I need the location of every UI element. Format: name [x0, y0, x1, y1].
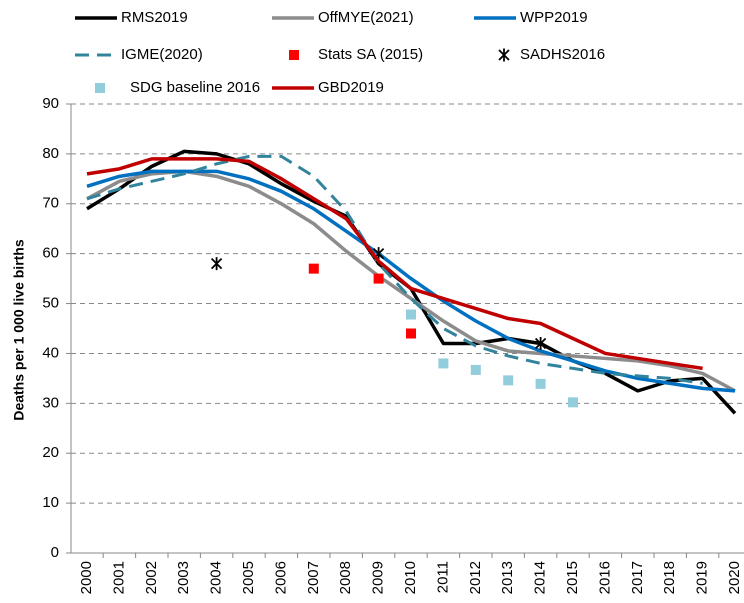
- point: [470, 364, 481, 375]
- star-marker: [210, 257, 223, 271]
- series-line: [86, 149, 737, 415]
- point: [503, 375, 514, 386]
- legend-label: GBD2019: [318, 79, 384, 96]
- point: [535, 378, 546, 389]
- x-tick-label: 2006: [272, 561, 289, 594]
- y-tick-label: 0: [51, 544, 59, 561]
- legend-item: SADHS2016: [498, 46, 605, 63]
- legend-label: SADHS2016: [520, 46, 605, 63]
- legend-label: IGME(2020): [121, 46, 203, 63]
- x-tick-label: 2001: [110, 561, 127, 594]
- x-tick-label: 2009: [370, 561, 387, 594]
- legend-label: RMS2019: [121, 9, 188, 26]
- star-marker: [498, 48, 510, 62]
- y-tick-label: 60: [42, 245, 59, 262]
- legend-label: OffMYE(2021): [318, 9, 414, 26]
- legend-swatch: [95, 83, 105, 93]
- point: [373, 273, 384, 284]
- legend-item: GBD2019: [272, 79, 384, 96]
- x-tick-label: 2017: [629, 561, 646, 594]
- legend-item: WPP2019: [474, 9, 588, 26]
- x-tick-label: 2015: [564, 561, 581, 594]
- x-tick-label: 2004: [208, 561, 225, 594]
- x-tick-label: 2011: [434, 561, 451, 593]
- x-tick-label: 2002: [143, 561, 160, 594]
- y-tick-label: 70: [42, 195, 59, 212]
- y-tick-label: 50: [42, 295, 59, 312]
- point: [438, 358, 449, 369]
- x-tick-label: 2013: [499, 561, 516, 594]
- star-marker: [534, 336, 547, 350]
- legend-item: SDG baseline 2016: [95, 79, 260, 96]
- legend-item: IGME(2020): [75, 46, 203, 63]
- point: [308, 263, 319, 274]
- x-tick-label: 2020: [726, 561, 743, 594]
- legend-label: WPP2019: [520, 9, 588, 26]
- y-tick-label: 20: [42, 444, 59, 461]
- y-tick-label: 40: [42, 344, 59, 361]
- y-tick-label: 80: [42, 145, 59, 162]
- y-tick-label: 90: [42, 95, 59, 112]
- x-tick-label: 2010: [402, 561, 419, 594]
- x-tick-label: 2018: [661, 561, 678, 594]
- y-tick-label: 30: [42, 394, 59, 411]
- legend-item: RMS2019: [75, 9, 188, 26]
- x-tick-label: 2016: [596, 561, 613, 594]
- series-line: [86, 157, 703, 371]
- x-tick-label: 2007: [305, 561, 322, 594]
- point: [406, 328, 416, 339]
- y-tick-label: 10: [42, 494, 59, 511]
- legend-item: Stats SA (2015): [289, 46, 423, 63]
- legend-swatch: [289, 50, 299, 60]
- point: [568, 397, 578, 408]
- x-tick-label: 2019: [694, 561, 711, 594]
- legend-label: SDG baseline 2016: [130, 79, 260, 96]
- x-tick-label: 2000: [78, 561, 95, 594]
- x-tick-label: 2008: [337, 561, 354, 594]
- x-tick-label: 2005: [240, 561, 257, 594]
- legend-item: OffMYE(2021): [272, 9, 414, 26]
- x-tick-label: 2014: [532, 561, 549, 594]
- y-axis-label: Deaths per 1 000 live births: [11, 239, 27, 421]
- point: [406, 309, 416, 320]
- series-line: [86, 154, 703, 385]
- x-tick-label: 2012: [467, 561, 484, 594]
- legend-label: Stats SA (2015): [318, 46, 423, 63]
- x-tick-label: 2003: [175, 561, 192, 594]
